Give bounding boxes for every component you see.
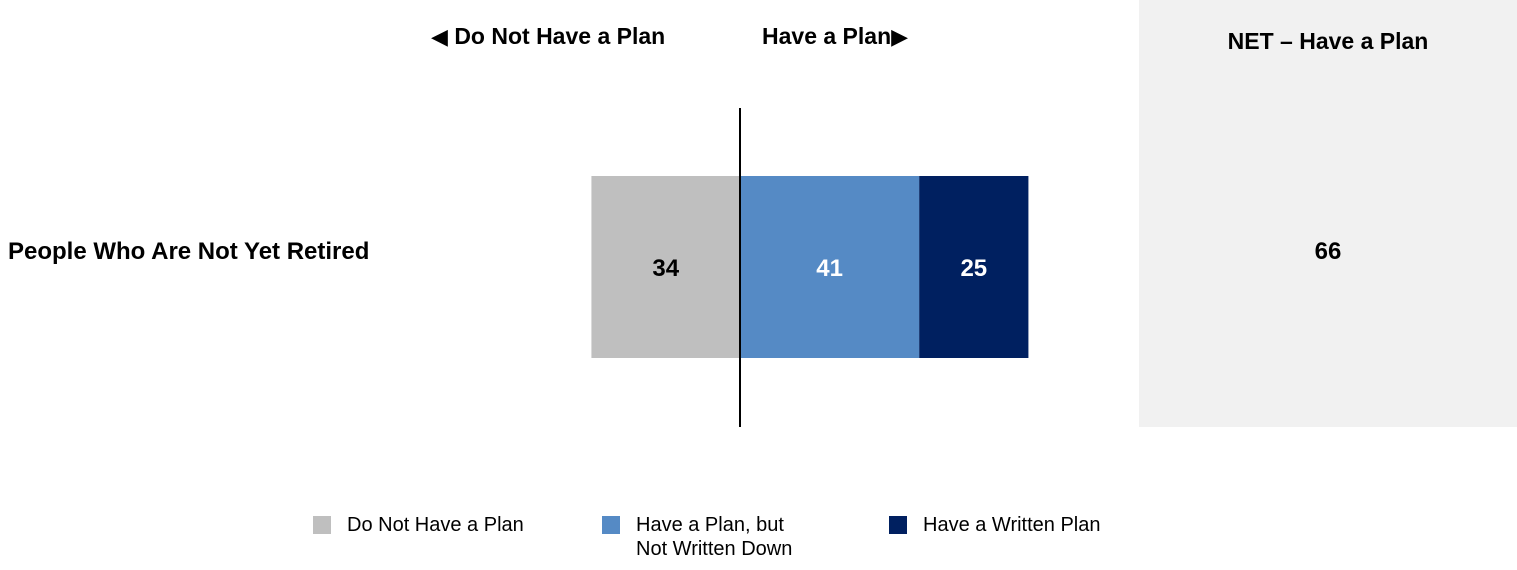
legend-swatch	[889, 516, 907, 534]
legend-swatch	[602, 516, 620, 534]
legend-label: Do Not Have a Plan	[347, 513, 524, 537]
diverging-bar-chart: 34 41 25	[0, 0, 1517, 470]
data-label-do-not-have-a-plan: 34	[652, 255, 679, 282]
legend-label: Have a Written Plan	[923, 513, 1101, 537]
data-label-have-a-written-plan: 25	[960, 255, 987, 282]
legend-label: Have a Plan, but Not Written Down	[636, 513, 792, 561]
legend-swatch	[313, 516, 331, 534]
data-label-have-a-plan-but-not-written-down: 41	[816, 255, 843, 282]
